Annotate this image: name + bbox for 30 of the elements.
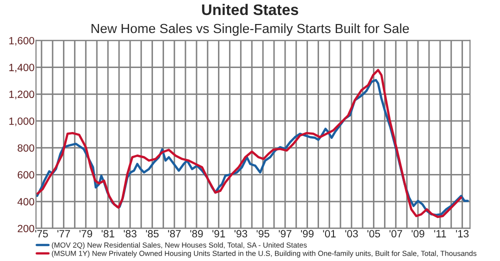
- y-tick-label: 200: [18, 224, 34, 232]
- x-tick-label: '91: [212, 230, 225, 238]
- x-tick-label: '87: [168, 230, 181, 238]
- x-tick-label: '07: [390, 230, 402, 238]
- y-tick-label: 600: [18, 171, 34, 179]
- x-tick-label: '97: [278, 230, 292, 238]
- x-tick-label: '05: [367, 230, 380, 238]
- x-tick-label: '03: [345, 230, 358, 238]
- x-tick-label: '99: [300, 230, 314, 238]
- x-tick-label: '09: [412, 230, 424, 238]
- chart-subtitle: New Home Sales vs Single-Family Starts Built for Sale: [92, 23, 409, 36]
- chart-title: United States: [202, 4, 298, 16]
- x-tick-label: '13: [456, 230, 469, 238]
- x-tick-label: '75: [35, 230, 48, 238]
- x-tick-label: '95: [256, 230, 270, 238]
- y-tick-label: 1,200: [9, 90, 34, 100]
- x-tick-label: '85: [146, 230, 159, 238]
- x-tick-label: '83: [124, 230, 136, 238]
- x-tick-label: '11: [434, 230, 446, 238]
- y-tick-label: 1,600: [9, 36, 34, 46]
- x-tick-label: '81: [102, 230, 114, 238]
- x-tick-label: '01: [323, 230, 336, 238]
- y-tick-label: 800: [18, 144, 34, 152]
- x-tick-label: '77: [57, 230, 70, 238]
- y-tick-label: 400: [17, 198, 34, 206]
- y-tick-label: 1,400: [9, 64, 34, 72]
- x-tick-label: '89: [190, 230, 203, 238]
- x-tick-label: '79: [80, 230, 92, 238]
- x-tick-label: '93: [234, 230, 248, 238]
- y-tick-label: 1,000: [9, 117, 34, 126]
